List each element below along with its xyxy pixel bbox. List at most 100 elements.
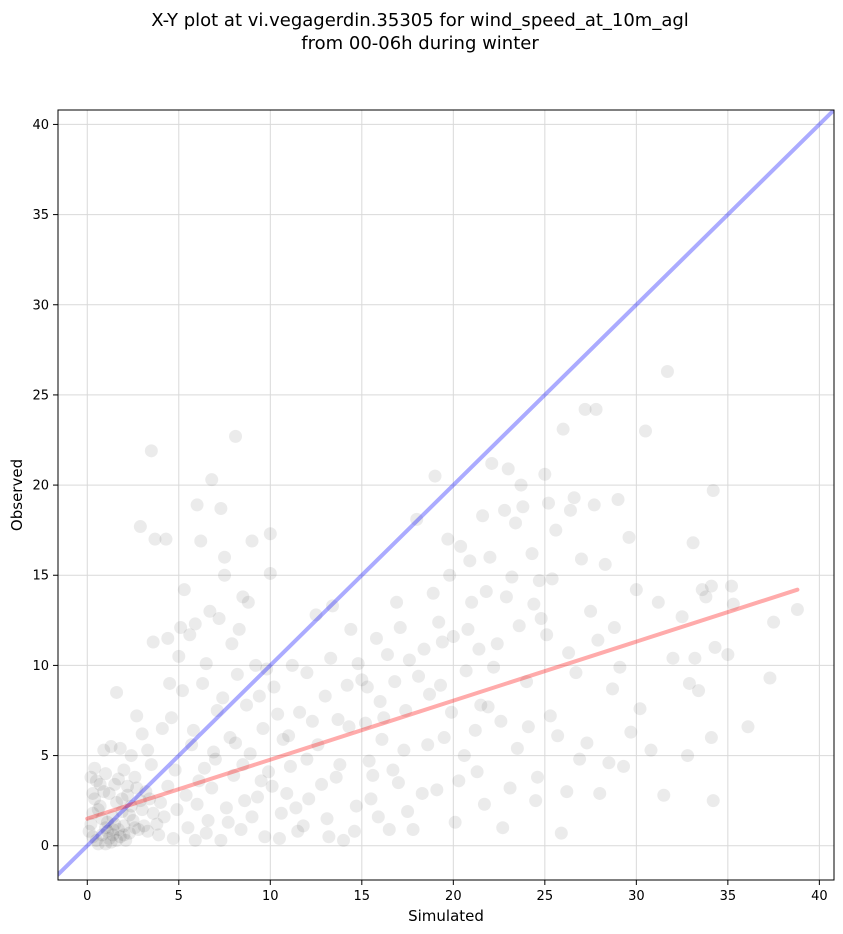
data-point xyxy=(457,749,471,763)
data-point xyxy=(463,554,477,568)
x-tick-label: 35 xyxy=(720,889,737,904)
data-point xyxy=(121,779,135,793)
data-point xyxy=(252,689,266,703)
data-point xyxy=(706,794,720,808)
data-point xyxy=(183,628,197,642)
data-point xyxy=(296,819,310,833)
data-point xyxy=(509,516,523,530)
data-point xyxy=(388,675,402,689)
data-point xyxy=(227,768,241,782)
data-point xyxy=(159,532,173,546)
data-point xyxy=(117,828,131,842)
data-point xyxy=(97,785,111,799)
data-point xyxy=(477,797,491,811)
data-point xyxy=(602,756,616,770)
data-point xyxy=(369,631,383,645)
data-point xyxy=(629,583,643,597)
data-point xyxy=(179,788,193,802)
data-point xyxy=(465,595,479,609)
data-point xyxy=(267,680,281,694)
data-point xyxy=(666,651,680,665)
data-point xyxy=(499,590,513,604)
data-point xyxy=(510,741,524,755)
plot-frame xyxy=(57,109,835,881)
data-point xyxy=(318,689,332,703)
data-point xyxy=(326,599,340,613)
data-point xyxy=(111,823,125,837)
data-point xyxy=(638,424,652,438)
data-point xyxy=(421,738,435,752)
data-point xyxy=(91,803,105,817)
data-point xyxy=(117,763,131,777)
data-point xyxy=(527,597,541,611)
data-point xyxy=(238,794,252,808)
data-point xyxy=(726,597,740,611)
data-point xyxy=(124,749,138,763)
y-tick-label: 15 xyxy=(32,569,49,584)
data-point xyxy=(598,557,612,571)
data-point xyxy=(130,781,144,795)
identity-line xyxy=(58,110,834,877)
data-point xyxy=(104,740,118,754)
data-point xyxy=(721,648,735,662)
data-point xyxy=(141,743,155,757)
data-point xyxy=(218,550,232,564)
data-point xyxy=(240,698,254,712)
data-point xyxy=(144,444,158,458)
data-point xyxy=(624,725,638,739)
data-point xyxy=(560,785,574,799)
data-point xyxy=(633,702,647,716)
data-point xyxy=(106,810,120,824)
data-point xyxy=(344,622,358,636)
data-point xyxy=(121,788,135,802)
data-point xyxy=(587,498,601,512)
regression-line xyxy=(85,587,800,821)
data-point xyxy=(380,648,394,662)
x-tick-label: 40 xyxy=(811,889,828,904)
data-point xyxy=(174,621,188,635)
data-point xyxy=(415,786,429,800)
data-point xyxy=(132,823,146,837)
data-point xyxy=(243,747,257,761)
data-point xyxy=(177,583,191,597)
data-point xyxy=(188,833,202,847)
data-point xyxy=(391,776,405,790)
data-point xyxy=(157,810,171,824)
data-point xyxy=(280,786,294,800)
y-tick-label: 20 xyxy=(32,479,49,494)
data-point xyxy=(95,828,109,842)
data-point xyxy=(337,833,351,847)
x-axis-label: Simulated xyxy=(408,907,484,925)
data-point xyxy=(245,810,259,824)
data-point xyxy=(476,509,490,523)
data-point xyxy=(139,785,153,799)
data-point xyxy=(741,720,755,734)
data-point xyxy=(126,813,140,827)
data-point xyxy=(446,630,460,644)
data-point xyxy=(682,676,696,690)
x-tick-label: 0 xyxy=(83,889,91,904)
data-point xyxy=(108,777,122,791)
data-point xyxy=(133,520,147,534)
data-point xyxy=(333,758,347,772)
data-point xyxy=(300,666,314,680)
data-point xyxy=(285,658,299,672)
data-point xyxy=(276,732,290,746)
data-point xyxy=(505,570,519,584)
data-point xyxy=(172,649,186,663)
data-point xyxy=(479,584,493,598)
scatter-points xyxy=(82,364,804,851)
data-point xyxy=(617,759,631,773)
data-point xyxy=(102,832,116,846)
data-point xyxy=(569,666,583,680)
data-point xyxy=(490,637,504,651)
data-point xyxy=(454,539,468,553)
data-point xyxy=(272,832,286,846)
data-point xyxy=(236,758,250,772)
data-point xyxy=(143,792,157,806)
data-point xyxy=(606,682,620,696)
data-point xyxy=(704,731,718,745)
x-axis-ticks: 0 5 10 15 20 25 30 35 40 xyxy=(83,880,828,904)
data-point xyxy=(366,768,380,782)
data-point xyxy=(258,830,272,844)
